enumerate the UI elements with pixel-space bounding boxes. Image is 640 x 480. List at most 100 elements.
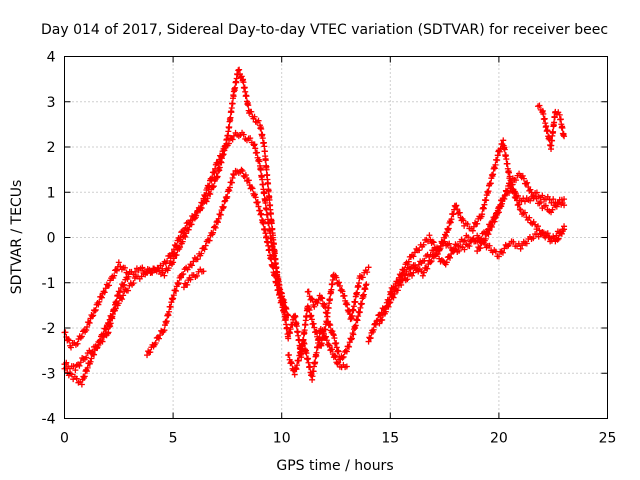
data-point xyxy=(215,160,222,167)
data-point xyxy=(364,269,371,276)
data-point xyxy=(376,320,383,327)
data-point xyxy=(125,287,132,294)
data-point xyxy=(359,274,366,281)
data-point xyxy=(324,309,331,316)
data-point xyxy=(303,350,310,357)
series-track-e xyxy=(180,266,207,291)
data-point xyxy=(83,368,90,375)
data-point xyxy=(235,67,242,74)
data-point xyxy=(83,354,90,361)
data-point xyxy=(74,340,81,347)
data-point xyxy=(214,159,221,166)
data-point xyxy=(499,249,506,256)
data-point xyxy=(456,209,463,216)
data-points xyxy=(61,66,568,388)
data-point xyxy=(240,131,247,138)
data-point xyxy=(548,142,555,149)
data-point xyxy=(488,224,495,231)
data-point xyxy=(291,371,298,378)
data-point xyxy=(398,276,405,283)
data-point xyxy=(394,287,401,294)
data-point xyxy=(482,235,489,242)
data-point xyxy=(122,264,129,271)
data-point xyxy=(224,193,231,200)
data-point xyxy=(543,123,550,130)
data-point xyxy=(559,125,566,132)
data-point xyxy=(249,185,256,192)
data-point xyxy=(420,269,427,276)
data-point xyxy=(352,322,359,329)
data-point xyxy=(340,353,347,360)
data-point xyxy=(78,333,85,340)
data-point xyxy=(155,335,162,342)
data-point xyxy=(349,312,356,319)
data-point xyxy=(335,359,342,366)
data-point xyxy=(523,240,530,247)
data-point xyxy=(448,216,455,223)
data-point xyxy=(270,264,277,271)
data-point xyxy=(416,247,423,254)
data-point xyxy=(496,148,503,155)
data-point xyxy=(247,135,254,142)
data-point xyxy=(428,258,435,265)
x-tick-label: 15 xyxy=(381,431,399,447)
data-point xyxy=(385,303,392,310)
data-point xyxy=(132,268,139,275)
data-point xyxy=(550,128,557,135)
data-point xyxy=(301,327,308,334)
data-point xyxy=(539,192,546,199)
data-point xyxy=(429,238,436,245)
data-point xyxy=(288,360,295,367)
data-point xyxy=(513,193,520,200)
data-point xyxy=(245,102,252,109)
data-point xyxy=(199,200,206,207)
data-point xyxy=(326,342,333,349)
data-point xyxy=(263,166,270,173)
data-point xyxy=(456,247,463,254)
series-track-h xyxy=(304,264,372,323)
data-point xyxy=(343,348,350,355)
data-point xyxy=(288,359,295,366)
data-point xyxy=(561,202,568,209)
data-point xyxy=(65,336,72,343)
data-point xyxy=(391,285,398,292)
data-point xyxy=(210,229,217,236)
data-point xyxy=(505,169,512,176)
data-point xyxy=(238,73,245,80)
series-track-g xyxy=(285,326,350,383)
data-point xyxy=(486,242,493,249)
data-point xyxy=(447,219,454,226)
data-point xyxy=(466,243,473,250)
data-point xyxy=(172,288,179,295)
data-point xyxy=(555,235,562,242)
series-track-k xyxy=(387,223,568,295)
data-point xyxy=(152,339,159,346)
data-point xyxy=(268,256,275,263)
data-point xyxy=(84,323,91,330)
data-point xyxy=(520,175,527,182)
data-point xyxy=(68,371,75,378)
data-point xyxy=(229,175,236,182)
y-tick-label: -4 xyxy=(42,412,56,428)
data-point xyxy=(527,186,534,193)
data-point xyxy=(216,164,223,171)
data-point xyxy=(73,375,80,382)
data-point xyxy=(220,203,227,210)
data-point xyxy=(524,179,531,186)
x-tick-label: 5 xyxy=(169,431,178,447)
data-point xyxy=(410,253,417,260)
data-point xyxy=(180,271,187,278)
data-point xyxy=(333,274,340,281)
y-tick-label: 4 xyxy=(47,50,56,66)
data-point xyxy=(511,188,518,195)
data-point xyxy=(413,245,420,252)
data-point xyxy=(348,336,355,343)
data-point xyxy=(86,320,93,327)
series-track-m xyxy=(474,185,568,255)
data-point xyxy=(461,246,468,253)
data-point xyxy=(201,246,208,253)
data-point xyxy=(90,312,97,319)
data-point xyxy=(280,302,287,309)
data-point xyxy=(327,322,334,329)
data-point xyxy=(419,272,426,279)
